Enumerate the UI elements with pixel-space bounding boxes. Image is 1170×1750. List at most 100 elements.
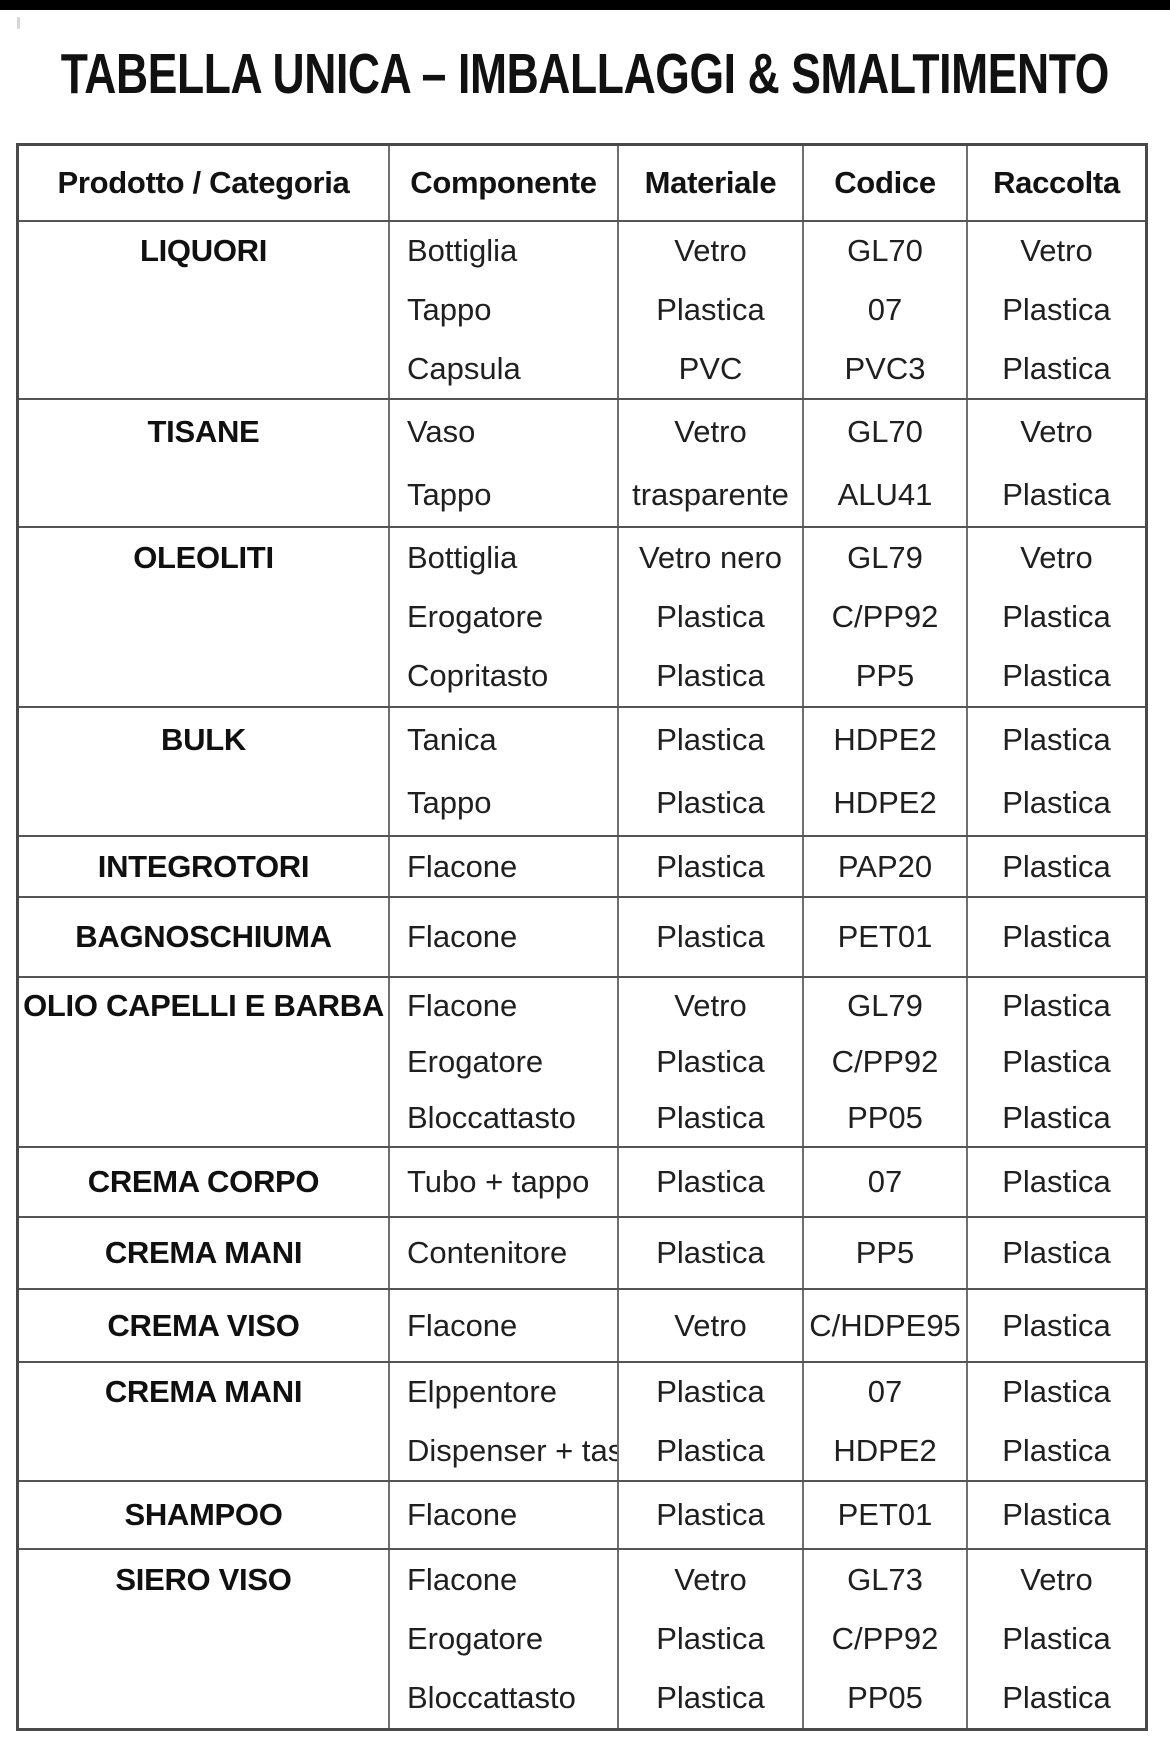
table-row: CREMA VISO Flacone Vetro C/HDPE95 Plasti…	[19, 1288, 1145, 1361]
componente-value: Bloccattasto	[407, 1100, 576, 1135]
raccolta-cell: Plastica	[966, 837, 1145, 896]
product-category-cell: OLIO CAPELLI E BARBA	[19, 978, 388, 1146]
materiale-value: Plastica	[656, 658, 765, 694]
product-category-cell: BULK	[19, 708, 388, 835]
materiale-cell: Plastica	[617, 898, 802, 976]
componente-value: Erogatore	[407, 598, 544, 634]
materiale-value: Vetro	[674, 1307, 747, 1343]
componente-value: Bottiglia	[407, 539, 518, 575]
materiale-value: trasparente	[632, 476, 789, 512]
componente-value: Tappo	[407, 292, 492, 327]
materiale-cell: Vetro nero Plastica Plastica	[617, 528, 802, 706]
raccolta-value: Plastica	[1002, 1374, 1111, 1410]
materiale-value: Vetro	[674, 1561, 747, 1597]
product-name: SHAMPOO	[124, 1497, 283, 1532]
raccolta-value: Plastica	[1002, 1680, 1111, 1716]
column-header-materiale: Materiale	[617, 146, 802, 220]
table-row: BAGNOSCHIUMA Flacone Plastica PET01 Plas…	[19, 896, 1145, 976]
materiale-value: Plastica	[656, 1100, 765, 1135]
product-name: CREMA VISO	[107, 1307, 300, 1343]
codice-value: HDPE2	[833, 1432, 937, 1468]
componente-value: Contenitore	[407, 1235, 568, 1270]
raccolta-cell: Vetro Plastica	[966, 400, 1145, 526]
codice-cell: GL73 C/PP92 PP05	[802, 1550, 966, 1728]
codice-value: HDPE2	[833, 785, 937, 821]
table-row: CREMA MANI Contenitore Plastica PP5 Plas…	[19, 1216, 1145, 1288]
product-name: BAGNOSCHIUMA	[75, 919, 332, 954]
codice-value: GL70	[847, 233, 923, 269]
raccolta-value: Vetro	[1020, 1561, 1093, 1597]
componente-value: Elppentore	[407, 1374, 557, 1410]
codice-value: 07	[867, 1164, 903, 1199]
componente-cell: Bottiglia Tappo Capsula	[388, 222, 617, 398]
componente-value: Flacone	[407, 1497, 518, 1532]
raccolta-cell: Vetro Plastica Plastica	[966, 528, 1145, 706]
raccolta-value: Plastica	[1002, 1620, 1111, 1656]
codice-value: PP5	[855, 658, 915, 694]
componente-cell: Tanica Tappo	[388, 708, 617, 835]
materiale-cell: Plastica Plastica	[617, 1363, 802, 1480]
table-row: LIQUORI Bottiglia Tappo Capsula Vetro Plast…	[19, 220, 1145, 398]
column-header-componente: Componente	[388, 146, 617, 220]
materiale-value: Vetro	[674, 233, 747, 269]
product-category-cell: CREMA MANI	[19, 1218, 388, 1288]
componente-value: Tappo	[407, 476, 492, 512]
componente-cell: Flacone	[388, 898, 617, 976]
materiale-cell: Vetro Plastica PVC	[617, 222, 802, 398]
componente-cell: Flacone Erogatore Bloccattasto	[388, 978, 617, 1146]
codice-cell: 07	[802, 1148, 966, 1216]
raccolta-cell: Plastica Plastica	[966, 708, 1145, 835]
product-category-cell: INTEGROTORI	[19, 837, 388, 896]
materiale-value: Plastica	[656, 785, 765, 821]
product-category-cell: SIERO VISO	[19, 1550, 388, 1728]
raccolta-cell: Plastica	[966, 1482, 1145, 1548]
componente-cell: Bottiglia Erogatore Copritasto	[388, 528, 617, 706]
codice-value: C/HDPE95	[809, 1307, 961, 1343]
codice-value: C/PP92	[831, 1620, 939, 1656]
materiale-value: Plastica	[656, 598, 765, 634]
product-name: CREMA MANI	[104, 1235, 303, 1270]
materiale-value: Plastica	[656, 1044, 765, 1079]
componente-value: Bottiglia	[407, 233, 518, 269]
codice-value: HDPE2	[833, 721, 937, 757]
raccolta-value: Plastica	[1002, 1432, 1111, 1468]
materiale-value: Plastica	[656, 721, 765, 757]
componente-value: Copritasto	[407, 658, 549, 694]
componente-cell: Flacone	[388, 837, 617, 896]
componente-value: Flacone	[407, 848, 518, 884]
raccolta-value: Plastica	[1002, 785, 1111, 821]
raccolta-cell: Plastica Plastica	[966, 1363, 1145, 1480]
materiale-cell: Plastica	[617, 1482, 802, 1548]
product-category-cell: BAGNOSCHIUMA	[19, 898, 388, 976]
componente-value: Erogatore	[407, 1620, 544, 1656]
componente-value: Bloccattasto	[407, 1680, 576, 1716]
raccolta-value: Plastica	[1002, 848, 1111, 884]
raccolta-value: Plastica	[1002, 919, 1111, 954]
codice-cell: GL70 ALU41	[802, 400, 966, 526]
raccolta-value: Plastica	[1002, 1164, 1111, 1199]
raccolta-cell: Plastica	[966, 1290, 1145, 1361]
materiale-value: PVC	[678, 350, 743, 386]
product-name: TISANE	[147, 413, 260, 449]
codice-cell: HDPE2 HDPE2	[802, 708, 966, 835]
packaging-table: Prodotto / Categoria Componente Material…	[16, 143, 1148, 1731]
componente-value: Dispenser + tas	[407, 1432, 617, 1468]
column-header-prodotto-categoria: Prodotto / Categoria	[57, 165, 350, 200]
codice-cell: PET01	[802, 1482, 966, 1548]
product-name: BULK	[161, 721, 246, 757]
codice-value: PET01	[837, 919, 933, 954]
raccolta-cell: Plastica	[966, 1148, 1145, 1216]
raccolta-value: Plastica	[1002, 598, 1111, 634]
table-row: OLEOLITI Bottiglia Erogatore Copritasto Ve…	[19, 526, 1145, 706]
materiale-cell: Plastica	[617, 1218, 802, 1288]
raccolta-value: Plastica	[1002, 292, 1111, 327]
codice-value: PP05	[847, 1100, 923, 1135]
codice-cell: PET01	[802, 898, 966, 976]
codice-value: PAP20	[837, 848, 933, 884]
raccolta-cell: Plastica	[966, 1218, 1145, 1288]
raccolta-value: Vetro	[1020, 539, 1093, 575]
componente-value: Vaso	[407, 413, 476, 449]
materiale-value: Plastica	[656, 1374, 765, 1410]
table-row: TISANE Vaso Tappo Vetro trasparente GL70 AL…	[19, 398, 1145, 526]
product-name: CREMA MANI	[104, 1374, 303, 1410]
